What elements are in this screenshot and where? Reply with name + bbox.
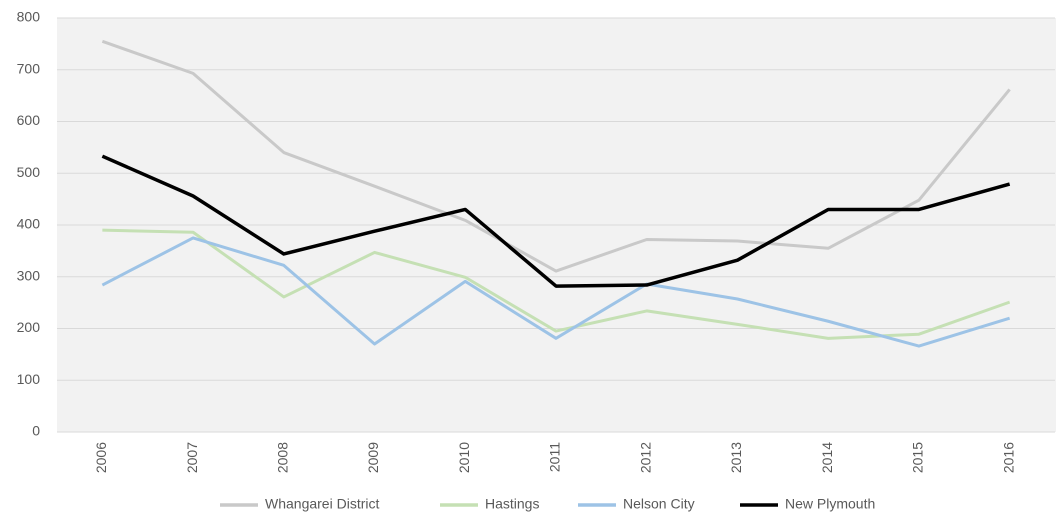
x-tick-label: 2012	[637, 442, 653, 473]
legend-label: Nelson City	[623, 496, 695, 512]
x-tick-label: 2010	[456, 442, 472, 473]
x-tick-label: 2015	[910, 442, 926, 473]
y-tick-label: 800	[17, 9, 41, 25]
x-tick-label: 2016	[1000, 442, 1016, 473]
legend-label: Whangarei District	[265, 496, 379, 512]
x-tick-label: 2011	[547, 442, 563, 472]
series-line	[102, 228, 1011, 340]
series-line	[101, 236, 1011, 348]
y-tick-label: 500	[17, 164, 41, 180]
x-tick-label: 2007	[184, 442, 200, 473]
x-tick-label: 2014	[819, 442, 835, 473]
y-tick-label: 100	[17, 371, 41, 387]
legend-label: New Plymouth	[785, 496, 875, 512]
x-tick-label: 2006	[93, 442, 109, 473]
y-tick-label: 400	[17, 216, 41, 232]
y-tick-label: 200	[17, 319, 41, 335]
legend-label: Hastings	[485, 496, 539, 512]
x-tick-label: 2008	[275, 442, 291, 473]
series-line	[101, 39, 1011, 273]
y-tick-label: 700	[17, 60, 41, 76]
x-tick-label: 2013	[728, 442, 744, 473]
x-tick-label: 2009	[365, 442, 381, 473]
y-tick-label: 0	[32, 423, 40, 439]
series-line	[101, 154, 1011, 288]
y-tick-label: 300	[17, 267, 41, 283]
y-tick-label: 600	[17, 112, 41, 128]
